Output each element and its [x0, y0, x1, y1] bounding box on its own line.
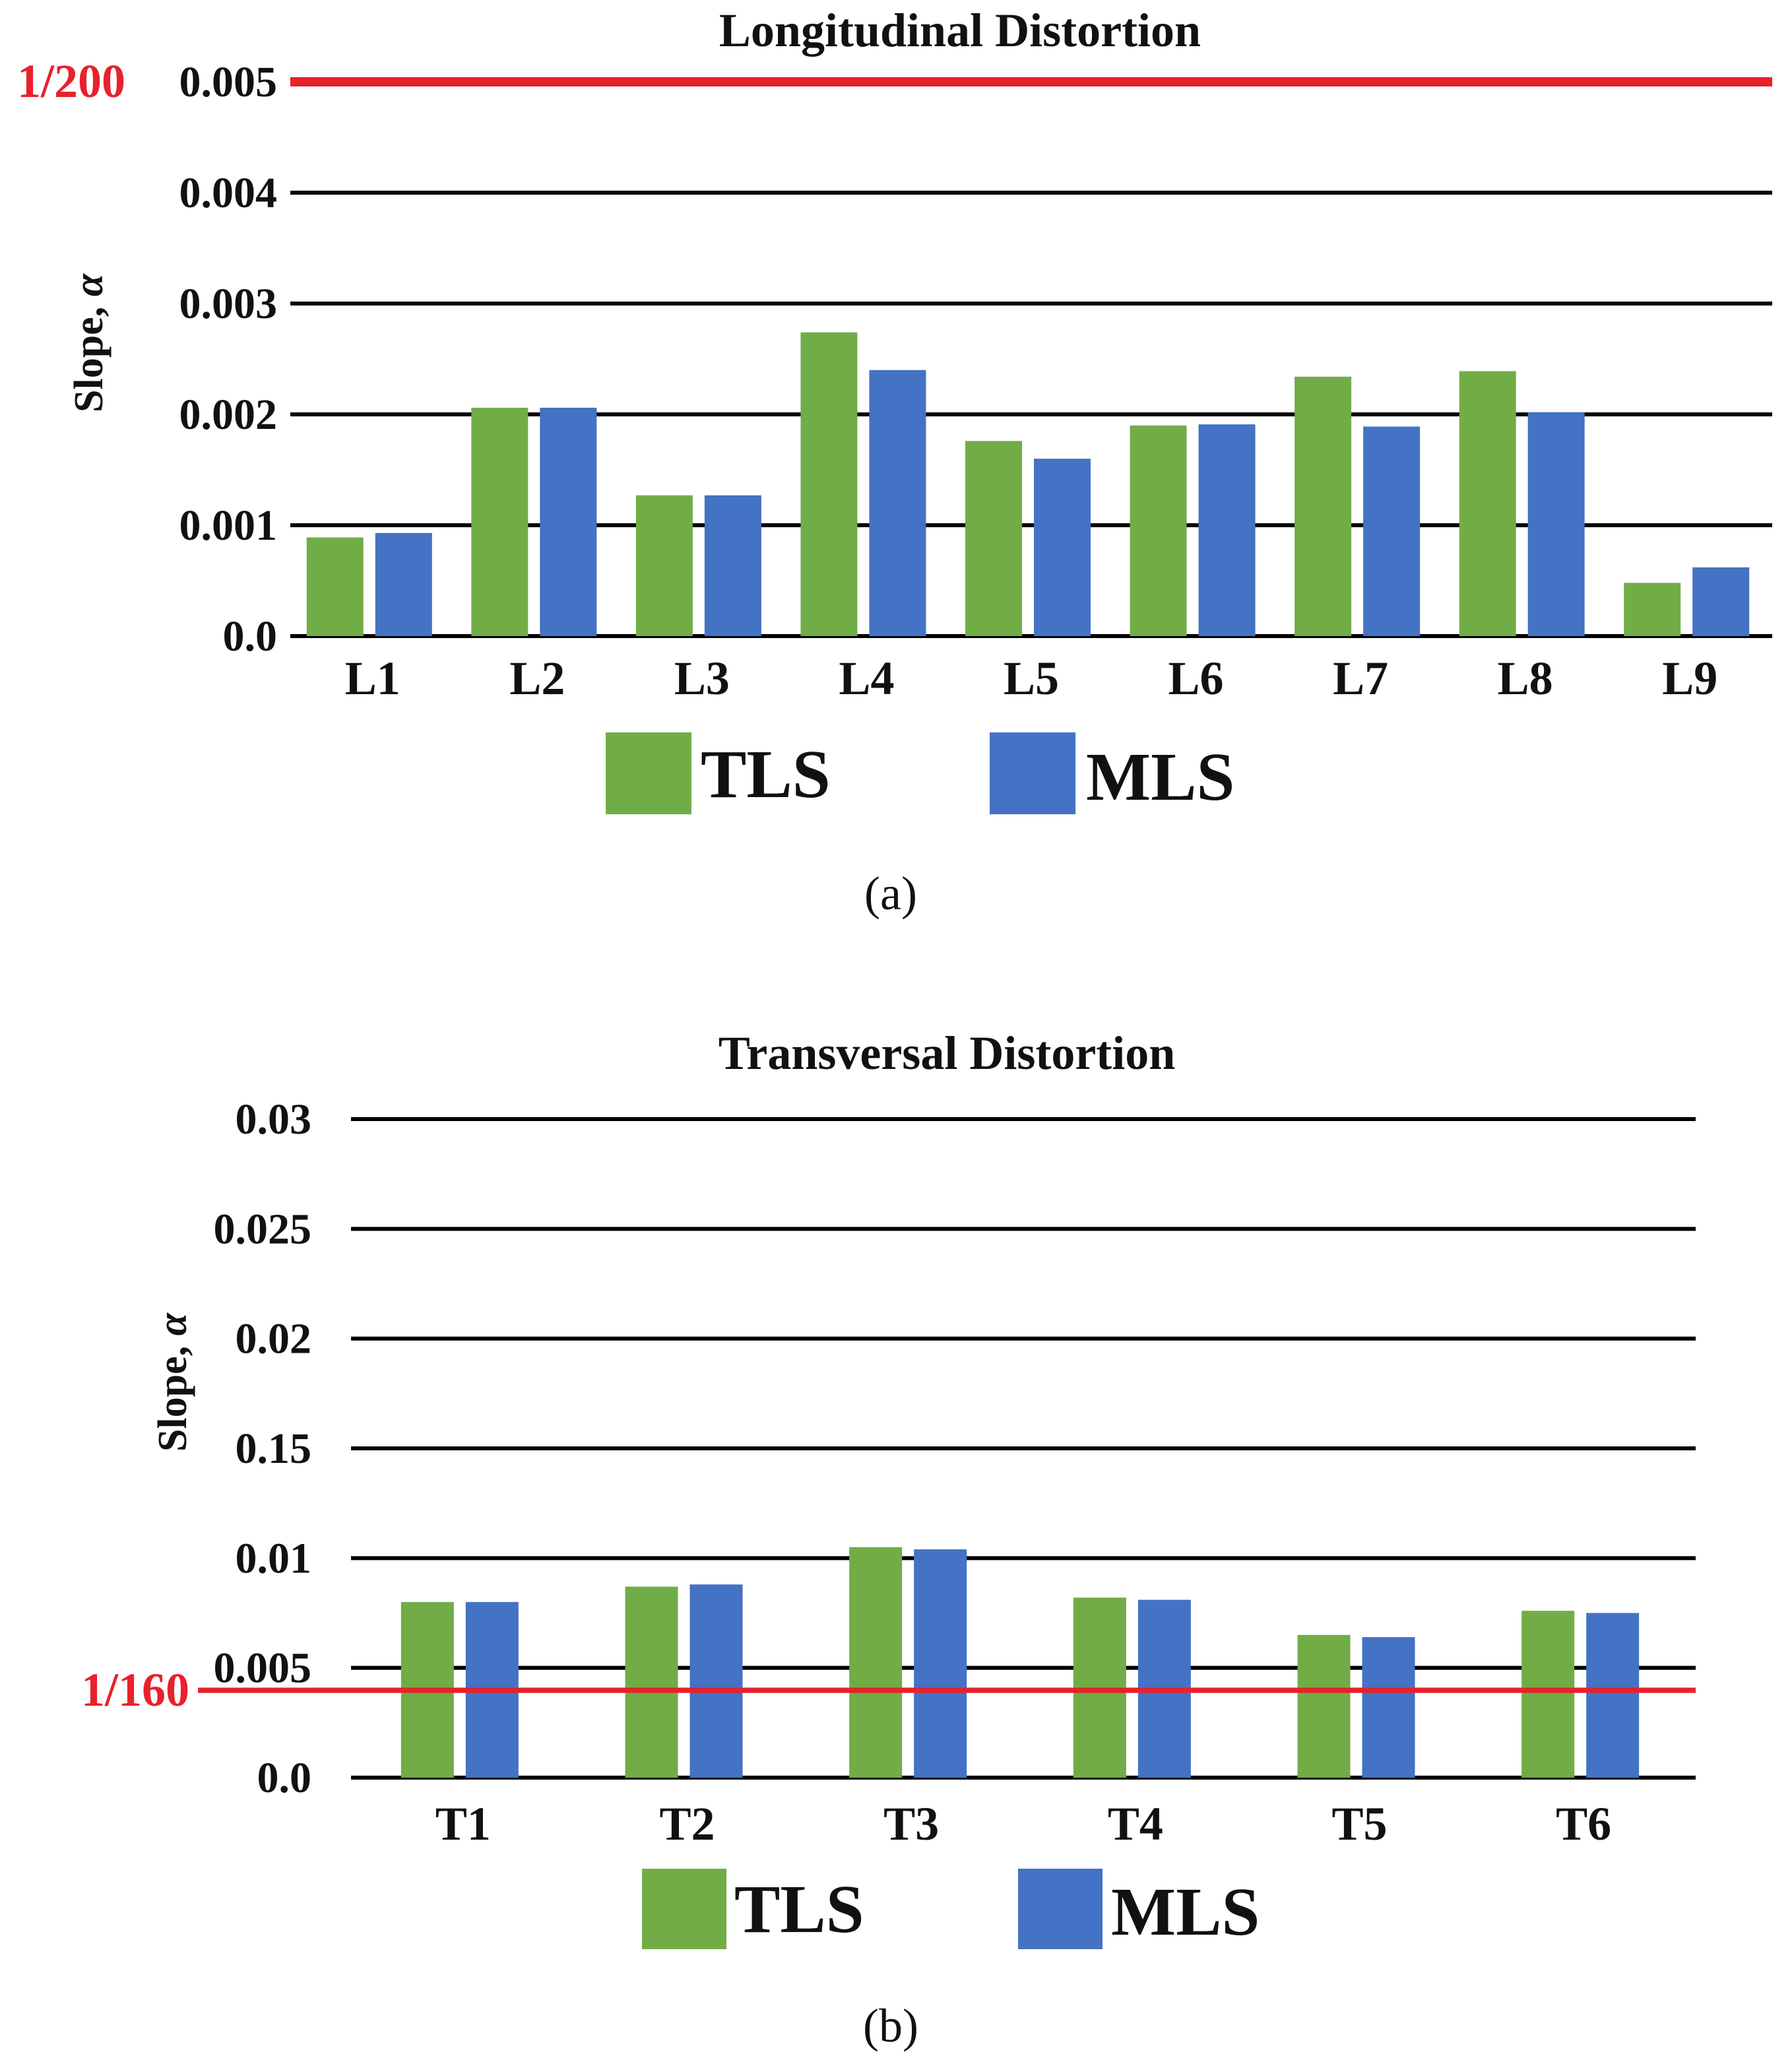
bar-tls-l5 — [965, 441, 1022, 636]
x-tick-label: L4 — [839, 652, 894, 705]
bar-tls-l7 — [1295, 376, 1352, 636]
bar-mls-l7 — [1363, 426, 1421, 636]
bar-tls-l3 — [635, 495, 693, 636]
y-tick-label: 0.004 — [179, 169, 278, 217]
x-tick-label: L6 — [1168, 652, 1224, 705]
y-tick-label: 0.003 — [179, 280, 278, 328]
legend: TLS MLS — [606, 732, 1234, 815]
bar-mls-l3 — [704, 495, 761, 636]
legend-swatch-tls — [606, 732, 691, 814]
x-tick-label: T6 — [1556, 1797, 1611, 1850]
y-tick-label: 0.001 — [179, 501, 278, 550]
y-axis-label: Slope, α — [67, 273, 112, 412]
y-axis-label-symbol: α — [150, 1312, 195, 1336]
x-tick-label: T2 — [659, 1797, 715, 1850]
x-tick-label: T5 — [1331, 1797, 1387, 1850]
threshold-label: 1/160 — [81, 1663, 189, 1716]
x-tick-label: L5 — [1004, 652, 1059, 705]
y-axis-label: Slope, α — [150, 1312, 195, 1452]
bar-tls-t2 — [625, 1586, 678, 1778]
legend-label-tls: TLS — [734, 1871, 864, 1947]
y-tick-label: 0.025 — [214, 1205, 312, 1253]
legend-label-tls: TLS — [701, 736, 831, 812]
x-tick-label: L1 — [345, 652, 400, 705]
legend-label-mls: MLS — [1111, 1874, 1260, 1950]
x-tick-label: L9 — [1662, 652, 1717, 705]
bar-tls-l6 — [1130, 425, 1187, 636]
bar-mls-l1 — [375, 532, 432, 636]
panel-caption: (b) — [863, 1999, 918, 2052]
bar-tls-l9 — [1624, 583, 1681, 636]
bar-tls-l8 — [1459, 371, 1516, 636]
y-tick-label: 0.0 — [257, 1754, 312, 1802]
legend: TLS MLS — [642, 1869, 1260, 1950]
legend-swatch-mls — [990, 732, 1075, 814]
legend-swatch-mls — [1018, 1869, 1103, 1949]
legend-swatch-tls — [642, 1869, 726, 1949]
x-tick-label: L8 — [1498, 652, 1553, 705]
bar-mls-l5 — [1034, 459, 1091, 636]
bar-mls-t2 — [689, 1584, 743, 1778]
legend-label-mls: MLS — [1086, 739, 1234, 815]
bar-tls-l4 — [800, 332, 858, 636]
y-tick-label: 0.15 — [236, 1425, 312, 1473]
panel-caption: (a) — [864, 867, 917, 920]
bar-tls-l1 — [306, 537, 364, 636]
x-tick-label: L2 — [509, 652, 565, 705]
bar-mls-l8 — [1527, 412, 1585, 636]
y-tick-label: 0.01 — [236, 1534, 312, 1582]
y-axis-label-symbol: α — [67, 273, 112, 296]
chart-title: Transversal Distortion — [719, 1027, 1176, 1080]
longitudinal-chart: Longitudinal Distortion 1/200 Slope, α 0… — [17, 4, 1772, 920]
bar-mls-t5 — [1362, 1637, 1415, 1778]
y-tick-label: 0.02 — [236, 1315, 312, 1363]
x-tick-label: L3 — [674, 652, 730, 705]
transversal-chart: Transversal Distortion 1/160 Slope, α 0.… — [81, 1027, 1696, 2052]
y-tick-label: 0.0 — [223, 612, 278, 661]
y-tick-label: 0.03 — [236, 1095, 312, 1144]
threshold-label: 1/200 — [17, 55, 125, 108]
bar-tls-t5 — [1297, 1634, 1351, 1778]
y-tick-label: 0.005 — [179, 58, 278, 106]
y-axis-label-text: Slope, — [150, 1336, 195, 1452]
bar-tls-t3 — [849, 1547, 903, 1778]
bar-mls-l6 — [1198, 424, 1256, 636]
y-axis-label-text: Slope, — [67, 296, 112, 412]
bar-mls-t6 — [1586, 1613, 1640, 1778]
x-tick-label: T1 — [435, 1797, 491, 1850]
bar-tls-t6 — [1521, 1611, 1575, 1778]
y-tick-label: 0.005 — [214, 1644, 312, 1693]
bar-mls-l2 — [540, 407, 597, 636]
y-tick-label: 0.002 — [179, 391, 278, 439]
bar-mls-l4 — [869, 370, 926, 636]
x-tick-label: L7 — [1333, 652, 1388, 705]
chart-title: Longitudinal Distortion — [719, 4, 1201, 57]
bar-tls-l2 — [471, 407, 528, 636]
x-tick-label: T3 — [883, 1797, 939, 1850]
x-tick-label: T4 — [1108, 1797, 1163, 1850]
bar-mls-l9 — [1692, 567, 1750, 636]
bar-mls-t3 — [914, 1549, 967, 1778]
